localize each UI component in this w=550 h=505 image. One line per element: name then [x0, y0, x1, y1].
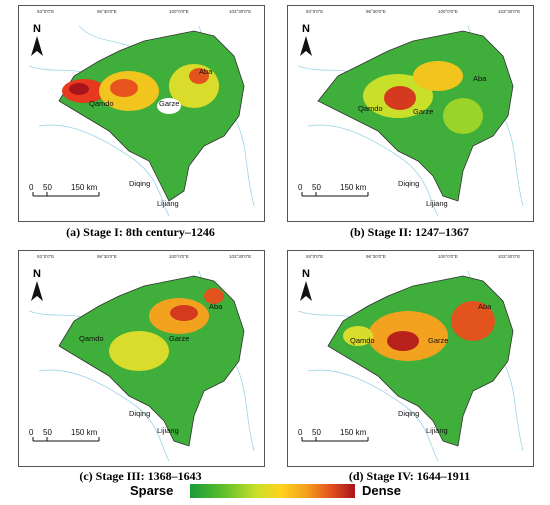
- place-lijiang: Lijiang: [426, 199, 448, 208]
- map-stage-3: Aba Qamdo Garze Diqing Lijiang N 0 50 15…: [28, 254, 255, 462]
- north-arrow: N: [300, 23, 312, 56]
- caption-stage-3: (c) Stage III: 1368–1643: [79, 469, 202, 483]
- svg-text:0: 0: [29, 428, 34, 437]
- place-qamdo: Qamdo: [358, 104, 383, 113]
- caption-stage-1: (a) Stage I: 8th century–1246: [66, 225, 215, 239]
- scale-bar: 0 50 150 km: [298, 428, 369, 442]
- place-lijiang: Lijiang: [426, 426, 448, 435]
- svg-text:93°0'0"E: 93°0'0"E: [306, 254, 323, 259]
- map-panel-stage-4: Aba Qamdo Garze Diqing Lijiang N 0 50 15…: [287, 250, 534, 467]
- svg-text:96°30'0"E: 96°30'0"E: [366, 254, 386, 259]
- place-diqing: Diqing: [398, 409, 419, 418]
- map-stage-4: Aba Qamdo Garze Diqing Lijiang N 0 50 15…: [297, 254, 524, 462]
- graticule-ticks: 93°0'0"E 96°30'0"E 100°0'0"E 103°30'0"E: [37, 9, 251, 14]
- svg-text:96°30'0"E: 96°30'0"E: [97, 9, 117, 14]
- place-aba: Aba: [199, 67, 213, 76]
- svg-text:96°30'0"E: 96°30'0"E: [97, 254, 117, 259]
- caption-stage-4: (d) Stage IV: 1644–1911: [348, 469, 471, 483]
- svg-text:103°30'0"E: 103°30'0"E: [229, 254, 251, 259]
- svg-text:103°30'0"E: 103°30'0"E: [498, 254, 520, 259]
- svg-text:50: 50: [43, 428, 52, 437]
- place-aba: Aba: [478, 302, 492, 311]
- svg-text:50: 50: [43, 183, 52, 192]
- svg-text:100°0'0"E: 100°0'0"E: [438, 9, 458, 14]
- svg-text:0: 0: [298, 183, 303, 192]
- svg-text:N: N: [302, 268, 310, 280]
- place-garze: Garze: [428, 336, 448, 345]
- map-panel-stage-1: Aba Qamdo Garze Diqing Lijiang N 0 50 15…: [18, 5, 265, 222]
- graticule-ticks: 93°0'0"E 96°30'0"E 100°0'0"E 103°30'0"E: [37, 254, 251, 259]
- svg-text:150 km: 150 km: [340, 428, 367, 437]
- place-qamdo: Qamdo: [79, 334, 104, 343]
- svg-text:93°0'0"E: 93°0'0"E: [306, 9, 323, 14]
- place-diqing: Diqing: [398, 179, 419, 188]
- place-qamdo: Qamdo: [89, 99, 114, 108]
- place-qamdo: Qamdo: [350, 336, 375, 345]
- north-arrow: N: [31, 268, 43, 301]
- svg-text:93°0'0"E: 93°0'0"E: [37, 9, 54, 14]
- map-panel-stage-2: Aba Qamdo Garze Diqing Lijiang N 0 50 15…: [287, 5, 534, 222]
- north-arrow: N: [300, 268, 312, 301]
- graticule-ticks: 93°0'0"E 96°30'0"E 100°0'0"E 103°30'0"E: [306, 254, 520, 259]
- legend-high-label: Dense: [362, 483, 402, 498]
- place-garze: Garze: [413, 107, 433, 116]
- place-labels: Aba Qamdo Garze Diqing Lijiang: [89, 67, 213, 208]
- svg-text:103°30'0"E: 103°30'0"E: [498, 9, 520, 14]
- scale-bar: 0 50 150 km: [29, 428, 100, 442]
- place-lijiang: Lijiang: [157, 426, 179, 435]
- svg-text:100°0'0"E: 100°0'0"E: [169, 9, 189, 14]
- scale-bar: 0 50 150 km: [298, 183, 369, 197]
- place-garze: Garze: [169, 334, 189, 343]
- place-aba: Aba: [473, 74, 487, 83]
- svg-text:103°30'0"E: 103°30'0"E: [229, 9, 251, 14]
- place-diqing: Diqing: [129, 179, 150, 188]
- svg-text:N: N: [33, 268, 41, 280]
- svg-text:N: N: [302, 23, 310, 35]
- density-legend: Sparse Dense: [0, 478, 550, 505]
- legend-low-label: Sparse: [130, 483, 174, 498]
- svg-text:93°0'0"E: 93°0'0"E: [37, 254, 54, 259]
- map-stage-2: Aba Qamdo Garze Diqing Lijiang N 0 50 15…: [297, 9, 524, 217]
- place-garze: Garze: [159, 99, 179, 108]
- legend-color-ramp: [190, 484, 355, 498]
- place-aba: Aba: [209, 302, 223, 311]
- svg-text:100°0'0"E: 100°0'0"E: [169, 254, 189, 259]
- svg-text:150 km: 150 km: [71, 428, 98, 437]
- svg-text:0: 0: [29, 183, 34, 192]
- svg-text:100°0'0"E: 100°0'0"E: [438, 254, 458, 259]
- svg-text:50: 50: [312, 428, 321, 437]
- svg-text:150 km: 150 km: [71, 183, 98, 192]
- svg-text:0: 0: [298, 428, 303, 437]
- graticule-ticks: 93°0'0"E 96°30'0"E 100°0'0"E 103°30'0"E: [306, 9, 520, 14]
- place-lijiang: Lijiang: [157, 199, 179, 208]
- place-diqing: Diqing: [129, 409, 150, 418]
- map-panel-stage-3: Aba Qamdo Garze Diqing Lijiang N 0 50 15…: [18, 250, 265, 467]
- svg-text:150 km: 150 km: [340, 183, 367, 192]
- north-arrow: N: [31, 23, 43, 56]
- caption-stage-2: (b) Stage II: 1247–1367: [350, 225, 469, 239]
- map-stage-1: Aba Qamdo Garze Diqing Lijiang N 0 50 15…: [28, 9, 255, 217]
- svg-text:50: 50: [312, 183, 321, 192]
- svg-text:96°30'0"E: 96°30'0"E: [366, 9, 386, 14]
- svg-text:N: N: [33, 23, 41, 35]
- scale-bar: 0 50 150 km: [29, 183, 100, 197]
